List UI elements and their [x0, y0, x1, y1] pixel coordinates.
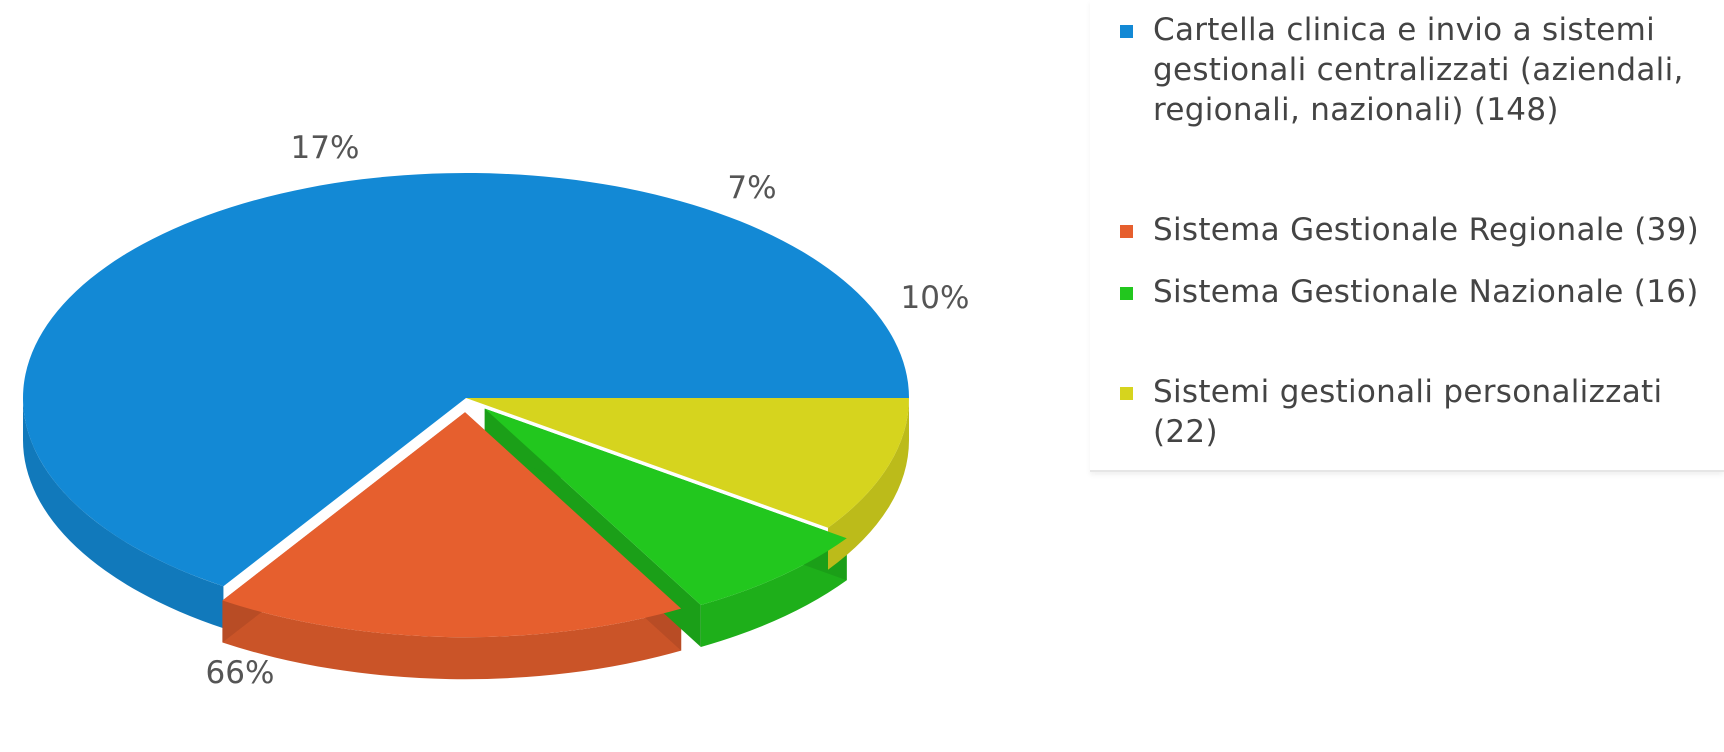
legend-label-cartella-clinica: Cartella clinica e invio a sistemi gesti…: [1153, 12, 1684, 128]
pie-side-sistema-regionale: [222, 600, 682, 680]
legend-swatch-cartella-clinica: [1120, 25, 1133, 38]
legend-label-sistema-regionale: Sistema Gestionale Regionale (39): [1153, 212, 1700, 248]
pie-slice-sistemi-personalizzati[interactable]: [466, 398, 909, 528]
pie-slice-cartella-clinica[interactable]: [22, 173, 909, 587]
legend-item-sistema-nazionale[interactable]: Sistema Gestionale Nazionale (16): [1120, 272, 1716, 312]
legend: Cartella clinica e invio a sistemi gesti…: [1090, 0, 1724, 472]
legend-label-sistemi-personalizzati: Sistemi gestionali personalizzati (22): [1153, 374, 1663, 450]
pie-label-cartella-clinica: 66%: [206, 655, 275, 691]
legend-swatch-sistema-regionale: [1120, 225, 1133, 238]
legend-item-sistema-regionale[interactable]: Sistema Gestionale Regionale (39): [1120, 210, 1716, 250]
pie-slice-sistema-regionale[interactable]: [222, 412, 682, 638]
legend-swatch-sistemi-personalizzati: [1120, 387, 1133, 400]
pie-label-sistema-nazionale: 7%: [727, 170, 776, 206]
legend-swatch-sistema-nazionale: [1120, 287, 1133, 300]
pie-label-sistema-regionale: 17%: [291, 130, 360, 166]
legend-label-sistema-nazionale: Sistema Gestionale Nazionale (16): [1153, 274, 1699, 310]
pie-side-sistemi-personalizzati: [827, 398, 909, 570]
pie-side-cartella-clinica: [23, 398, 224, 629]
pie-percent-labels: 66% 17% 7% 10%: [206, 130, 970, 691]
pie-label-sistemi-personalizzati: 10%: [901, 280, 970, 316]
legend-item-sistemi-personalizzati[interactable]: Sistemi gestionali personalizzati (22): [1120, 372, 1716, 452]
pie-slices: [22, 173, 909, 638]
pie-slice-sistema-nazionale[interactable]: [484, 408, 847, 605]
legend-item-cartella-clinica[interactable]: Cartella clinica e invio a sistemi gesti…: [1120, 10, 1716, 130]
